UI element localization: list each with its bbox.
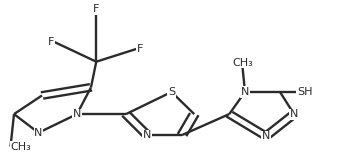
Text: F: F: [48, 37, 54, 47]
Text: SH: SH: [297, 87, 312, 97]
Text: N: N: [290, 109, 298, 119]
Text: CH₃: CH₃: [232, 58, 253, 67]
Text: N: N: [143, 130, 151, 140]
Text: N: N: [73, 109, 81, 119]
Text: F: F: [93, 4, 99, 14]
Text: N: N: [241, 87, 249, 97]
Text: S: S: [168, 87, 175, 97]
Text: N: N: [34, 128, 43, 138]
Text: N: N: [262, 131, 270, 141]
Text: F: F: [136, 44, 143, 54]
Text: CH₃: CH₃: [10, 142, 31, 152]
